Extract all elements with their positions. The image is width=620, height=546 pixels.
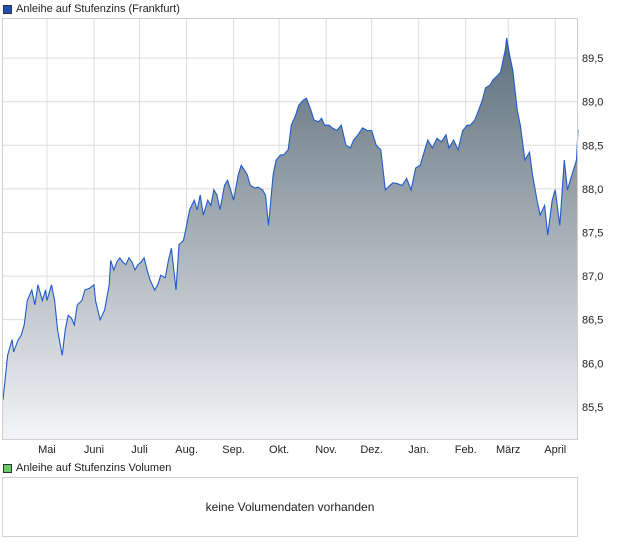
x-tick-label: Sep.	[222, 444, 245, 456]
y-tick-label: 86,5	[582, 315, 603, 327]
y-tick-label: 89,0	[582, 97, 603, 109]
no-volume-message: keine Volumendaten vorhanden	[205, 500, 375, 514]
x-tick-label: Aug.	[175, 444, 198, 456]
y-tick-label: 87,0	[582, 271, 603, 283]
legend-swatch-price	[3, 4, 12, 14]
x-tick-label: Dez.	[360, 444, 383, 456]
x-tick-label: April	[544, 444, 566, 456]
y-tick-label: 87,5	[582, 227, 603, 239]
price-legend: Anleihe auf Stufenzins (Frankfurt)	[3, 3, 180, 15]
legend-label-volume: Anleihe auf Stufenzins Volumen	[16, 462, 172, 474]
x-tick-label: Feb.	[455, 444, 477, 456]
y-tick-label: 88,0	[582, 184, 603, 196]
x-tick-label: März	[496, 444, 520, 456]
y-tick-label: 88,5	[582, 140, 603, 152]
legend-swatch-volume	[3, 463, 12, 473]
legend-label-price: Anleihe auf Stufenzins (Frankfurt)	[16, 3, 180, 15]
y-tick-label: 89,5	[582, 53, 603, 65]
y-tick-label: 85,5	[582, 402, 603, 414]
x-tick-label: Okt.	[269, 444, 289, 456]
x-tick-label: Jan.	[408, 444, 429, 456]
price-area	[3, 38, 578, 440]
x-tick-label: Juni	[84, 444, 104, 456]
price-chart: 85,5 86,0 86,5 87,0 87,5 88,0 88,5 89,0 89,5 Mai J…	[2, 18, 603, 456]
y-tick-label: 86,0	[582, 358, 603, 370]
x-tick-label: Nov.	[315, 444, 337, 456]
volume-panel: keine Volumendaten vorhanden	[2, 477, 578, 537]
x-tick-label: Mai	[38, 444, 56, 456]
volume-legend: Anleihe auf Stufenzins Volumen	[3, 462, 171, 474]
plot-border	[2, 18, 578, 440]
price-line	[2, 38, 579, 400]
x-tick-label: Juli	[131, 444, 148, 456]
